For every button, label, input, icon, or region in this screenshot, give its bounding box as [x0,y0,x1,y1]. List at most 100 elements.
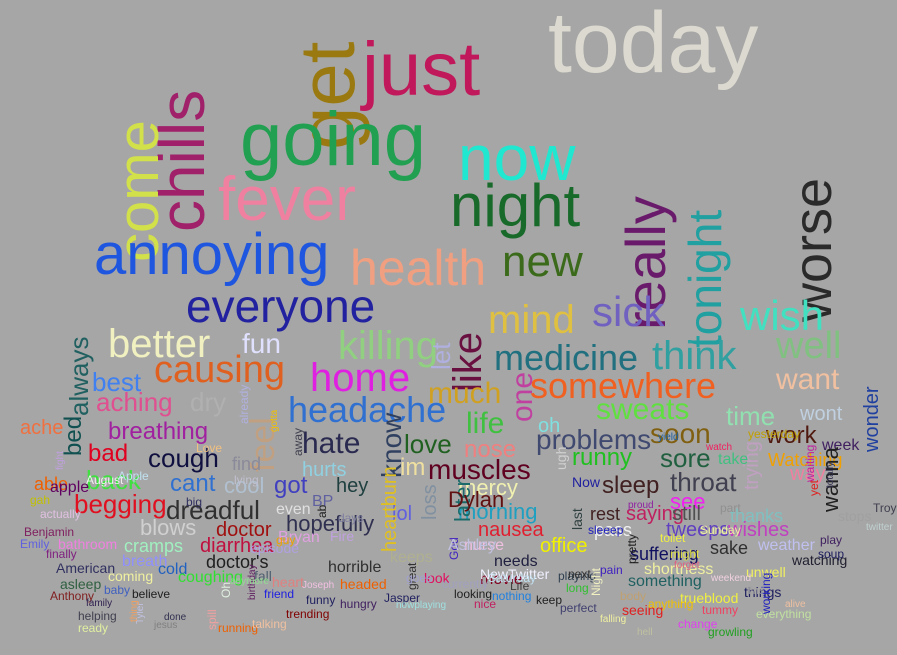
word-cloud-word: home [310,356,411,400]
word-cloud-word: looking [454,587,493,601]
word-cloud-word: days [338,511,364,525]
word-cloud-word: office [540,535,588,557]
word-cloud-word: weather [758,537,815,554]
word-cloud-word: nausea [478,519,544,541]
word-cloud-word: time [726,401,776,431]
word-cloud-word: way [790,463,826,485]
word-cloud-word: finally [46,547,77,561]
word-cloud-word: Emily [20,537,50,551]
word-cloud-word: cold [158,561,188,578]
word-cloud-word: friend [264,587,295,601]
word-cloud-word: already [237,384,251,424]
word-cloud-word: Bryan [278,529,320,546]
word-cloud-word: wonder [861,386,883,452]
word-cloud-word: sweats [596,393,690,426]
word-cloud-word: done [164,612,187,623]
word-cloud-word: NewTwitter [480,566,550,582]
word-cloud-word: Fire [330,528,355,544]
word-cloud-word: coughing [178,569,243,586]
word-cloud-word: fine [748,586,765,597]
word-cloud-word: diarrhea [200,535,274,557]
word-cloud-word: BP [312,493,334,510]
word-cloud-word: forget [674,560,700,571]
word-cloud-word: yesterday [748,427,801,441]
word-cloud-word: see [670,489,706,514]
word-cloud-word: aching [96,387,173,417]
word-cloud-word: Troy [873,501,897,515]
word-cloud-word: funny [306,593,336,607]
word-cloud-word: sleep [602,472,660,499]
word-cloud-word: unwell [746,564,786,580]
word-cloud-word: pain [600,563,623,577]
word-cloud-word: hopefully [286,511,375,536]
word-cloud-word: bathroom [58,536,118,552]
word-cloud-word: fight [55,451,66,470]
word-cloud-word: growling [708,625,753,639]
word-cloud-word: trueblood [680,590,739,606]
word-cloud-word: killing [338,324,439,368]
word-cloud-word: doctor's [206,552,269,572]
word-cloud-word: Saturday [488,571,537,585]
word-cloud-word: nowplaying [396,600,447,611]
word-cloud-word: well [776,325,842,367]
word-cloud-word: runny [572,444,633,471]
word-cloud-word: mind [488,298,575,342]
word-cloud-word: Love [196,441,223,455]
word-cloud-word: needs [494,553,538,570]
word-cloud-word: body [620,589,647,603]
word-cloud-word: jesus [154,620,178,631]
word-cloud-word: dreadful [166,495,260,525]
word-cloud-word: hate [302,427,361,460]
word-cloud-word: sick [592,288,665,335]
word-cloud-word: throat [670,467,737,497]
word-cloud-word: nose [464,436,517,463]
word-cloud-word: watching [792,552,848,568]
word-cloud-word: tonight [679,209,731,348]
word-cloud-word: ugh [553,446,569,470]
word-cloud-word: wont [800,403,843,425]
word-cloud-word: find [232,454,262,474]
word-cloud-word: Jasper [384,591,421,605]
word-cloud-word: dry [190,387,227,417]
word-cloud-word: loss [419,484,441,520]
word-cloud-word: cramps [124,536,184,556]
word-cloud-word: cough [148,443,219,473]
word-cloud-word: morning [458,499,538,524]
word-cloud-word: nurse [464,537,505,554]
word-cloud-word: hungry [340,597,377,611]
word-cloud-word: one [506,371,539,422]
word-cloud-word: next [568,567,591,581]
word-cloud-word: muscles [428,454,531,485]
word-cloud-word: lol [392,503,413,525]
word-cloud-word: got [274,472,308,499]
word-cloud-word: fever [218,165,356,234]
word-cloud-word: thing [129,600,140,622]
word-cloud-word: thanks [730,506,784,526]
word-cloud-word: night [450,172,581,239]
word-cloud-word: waiting [803,444,817,482]
word-cloud-word: soon [650,418,711,449]
word-cloud-word: tummy [702,603,738,617]
word-cloud-word: apple [50,479,90,496]
word-cloud-word: hey [336,475,369,497]
word-cloud-word: nothing [492,589,532,603]
word-cloud-word: look [424,570,450,586]
word-cloud-word: guy [276,533,296,547]
word-cloud-word: baby [104,583,131,597]
word-cloud-word: spill [205,609,219,630]
word-cloud-word: hurts [302,459,347,481]
word-cloud-word: breathing [108,418,209,445]
word-cloud-word: cool [224,473,265,498]
word-cloud-word: Ashley [448,537,497,554]
word-cloud-word: alive [785,599,806,610]
word-cloud-word: fun [242,328,281,359]
word-cloud-word: saying [626,503,684,525]
word-cloud-word: heartburn [379,466,401,552]
word-cloud-word: let [426,342,456,370]
word-cloud-word: Dylan [448,487,505,512]
word-cloud-word: keep [536,593,563,607]
word-cloud-word: soup [818,547,845,561]
word-cloud-word: sake [710,538,749,558]
word-cloud-word: change [678,617,718,631]
